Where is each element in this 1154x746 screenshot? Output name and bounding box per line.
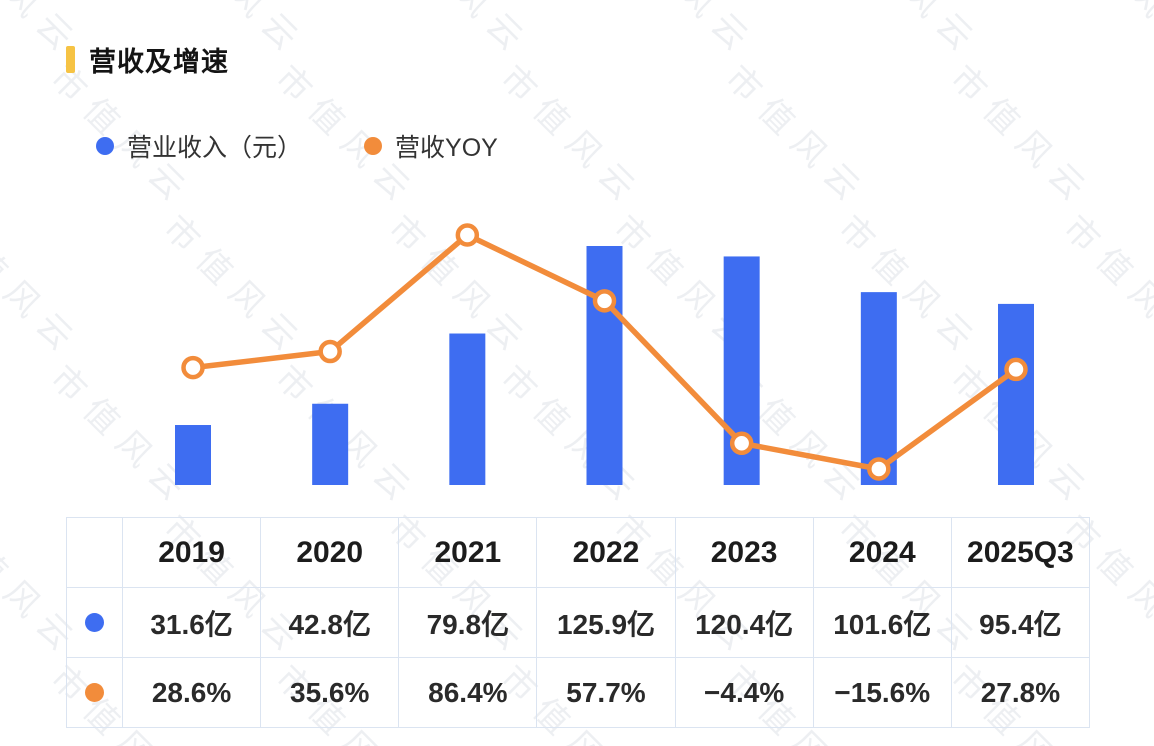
revenue-cell: 101.6亿 — [813, 588, 952, 658]
series-dot-cell — [67, 658, 123, 728]
revenue-cell: 95.4亿 — [951, 588, 1090, 658]
revenue-bar — [998, 303, 1034, 485]
legend-dot-yoy — [364, 137, 383, 155]
yoy-cell: 28.6% — [123, 658, 262, 728]
revenue-bar — [586, 246, 623, 485]
year-header-cell: 2020 — [261, 518, 400, 588]
table-corner-cell — [67, 518, 123, 588]
legend-label-revenue: 营业收入（元） — [127, 134, 303, 162]
yoy-marker — [1004, 357, 1028, 382]
watermark-text: 市值风云 — [718, 58, 876, 216]
watermark-text: 市值风云 — [943, 58, 1101, 216]
watermark-text: 市值风云 — [605, 0, 770, 67]
year-header-cell: 2024 — [813, 518, 952, 588]
legend: 营业收入（元） 营收YOY — [96, 128, 560, 164]
revenue-bar — [175, 425, 211, 485]
year-header-cell: 2023 — [675, 518, 814, 588]
watermark-text: 市值风云 — [1055, 0, 1154, 67]
yoy-marker — [455, 223, 480, 247]
yoy-series-dot — [85, 683, 104, 702]
yoy-marker — [729, 431, 754, 456]
legend-label-yoy: 营收YOY — [395, 134, 498, 162]
revenue-bar — [860, 292, 897, 485]
title-accent-bar — [66, 46, 75, 73]
revenue-cell: 79.8亿 — [399, 588, 538, 658]
yoy-cell: 27.8% — [951, 658, 1090, 728]
watermark-text: 市值风云 — [830, 0, 995, 67]
yoy-cell: 57.7% — [537, 658, 676, 728]
yoy-cell: −4.4% — [675, 658, 814, 728]
year-header-cell: 2025Q3 — [951, 518, 1090, 588]
revenue-cell: 125.9亿 — [537, 588, 676, 658]
chart-svg — [175, 223, 1034, 485]
revenue-series-dot — [85, 613, 104, 632]
legend-item-yoy: 营收YOY — [364, 128, 498, 164]
revenue-bar — [312, 403, 349, 485]
data-table: 2019 2020 2021 2022 2023 2024 2025Q3 31.… — [66, 517, 1090, 728]
year-header-cell: 2022 — [537, 518, 676, 588]
revenue-bar — [449, 333, 486, 485]
revenue-cell: 120.4亿 — [675, 588, 814, 658]
yoy-cell: 35.6% — [261, 658, 400, 728]
year-header-cell: 2021 — [399, 518, 538, 588]
title-row: 营收及增速 — [66, 40, 229, 79]
legend-dot-revenue — [96, 137, 114, 155]
year-header-cell: 2019 — [123, 518, 262, 588]
watermark-text: 市值风云 — [380, 0, 545, 67]
revenue-cell: 42.8亿 — [261, 588, 400, 658]
yoy-marker — [318, 339, 342, 364]
yoy-marker — [181, 355, 205, 380]
yoy-cell: −15.6% — [813, 658, 952, 728]
yoy-marker — [592, 289, 617, 313]
legend-item-revenue: 营业收入（元） — [96, 128, 302, 164]
revenue-cell: 31.6亿 — [123, 588, 262, 658]
page-title: 营收及增速 — [89, 47, 229, 77]
yoy-cell: 86.4% — [399, 658, 538, 728]
yoy-marker — [867, 457, 891, 481]
series-dot-cell — [67, 588, 123, 658]
